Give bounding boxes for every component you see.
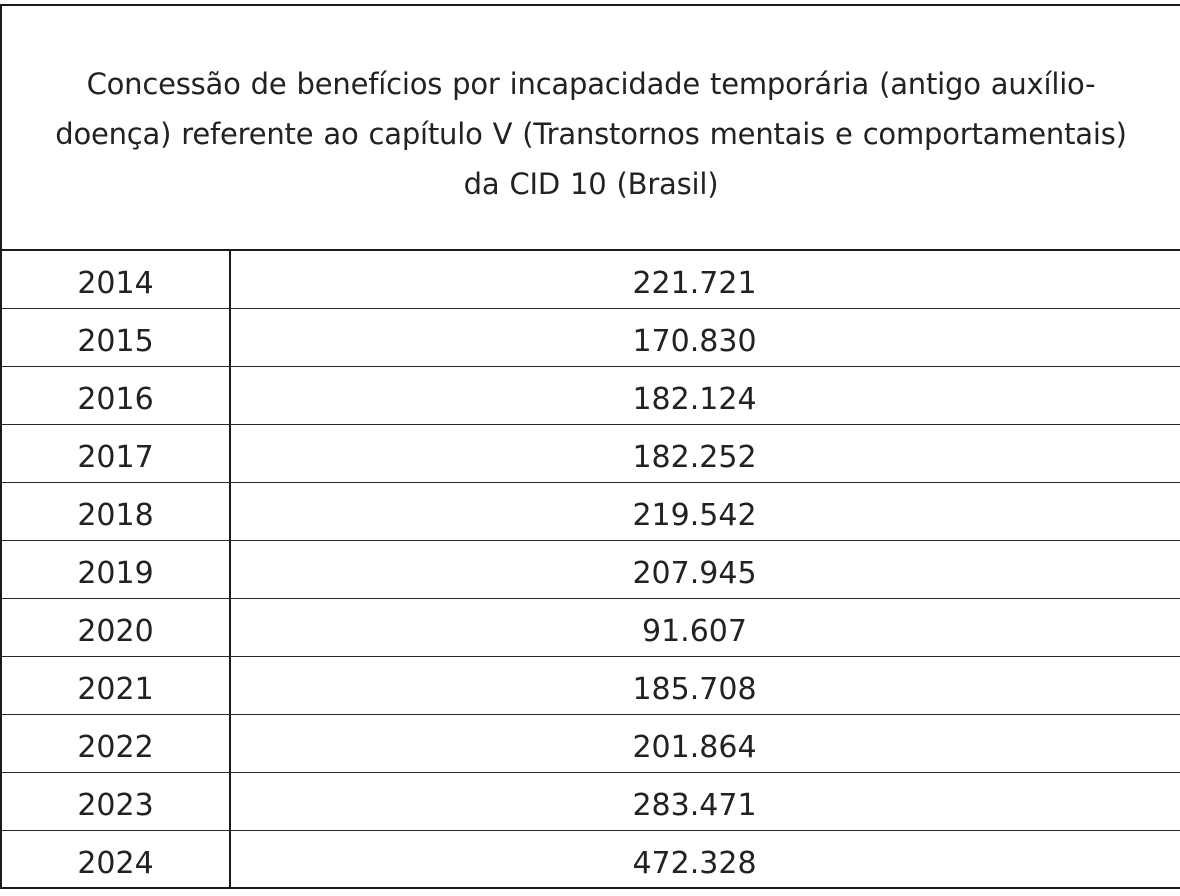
table-row: 2020 91.607	[2, 599, 1180, 657]
table-row: 2018 219.542	[2, 483, 1180, 541]
value-cell: 182.124	[632, 382, 757, 417]
table-row: 2024 472.328	[2, 831, 1180, 887]
table-row: 2022 201.864	[2, 715, 1180, 773]
year-cell: 2015	[2, 309, 231, 366]
value-cell: 91.607	[642, 614, 747, 649]
year-cell: 2019	[2, 541, 231, 598]
table-row: 2023 283.471	[2, 773, 1180, 831]
table-title-line: da CID 10 (Brasil)	[463, 166, 719, 201]
table-body: 2014 221.721 2015 170.830 2016 182.124 2…	[2, 251, 1180, 887]
value-cell: 182.252	[632, 440, 757, 475]
value-cell: 221.721	[632, 266, 757, 301]
year-cell: 2023	[2, 773, 231, 830]
table-row: 2019 207.945	[2, 541, 1180, 599]
year-cell: 2020	[2, 599, 231, 656]
year-cell: 2022	[2, 715, 231, 772]
table-row: 2021 185.708	[2, 657, 1180, 715]
value-cell: 219.542	[632, 498, 757, 533]
table-title: Concessão de benefícios por incapacidade…	[0, 47, 1180, 209]
year-cell: 2014	[2, 251, 231, 308]
year-cell: 2021	[2, 657, 231, 714]
year-cell: 2016	[2, 367, 231, 424]
value-cell: 170.830	[632, 324, 757, 359]
table-row: 2017 182.252	[2, 425, 1180, 483]
value-cell: 185.708	[632, 672, 757, 707]
data-table: Concessão de benefícios por incapacidade…	[0, 4, 1180, 889]
year-cell: 2024	[2, 831, 231, 887]
value-cell: 207.945	[632, 556, 757, 591]
table-title-cell: Concessão de benefícios por incapacidade…	[2, 6, 1180, 251]
table-row: 2014 221.721	[2, 251, 1180, 309]
year-cell: 2017	[2, 425, 231, 482]
year-cell: 2018	[2, 483, 231, 540]
table-title-line: Concessão de benefícios por incapacidade…	[86, 66, 1096, 101]
value-cell: 201.864	[632, 730, 757, 765]
value-cell: 283.471	[632, 788, 757, 823]
table-row: 2016 182.124	[2, 367, 1180, 425]
value-cell: 472.328	[632, 845, 757, 881]
table-title-line: doença) referente ao capítulo V (Transto…	[55, 116, 1127, 151]
table-row: 2015 170.830	[2, 309, 1180, 367]
